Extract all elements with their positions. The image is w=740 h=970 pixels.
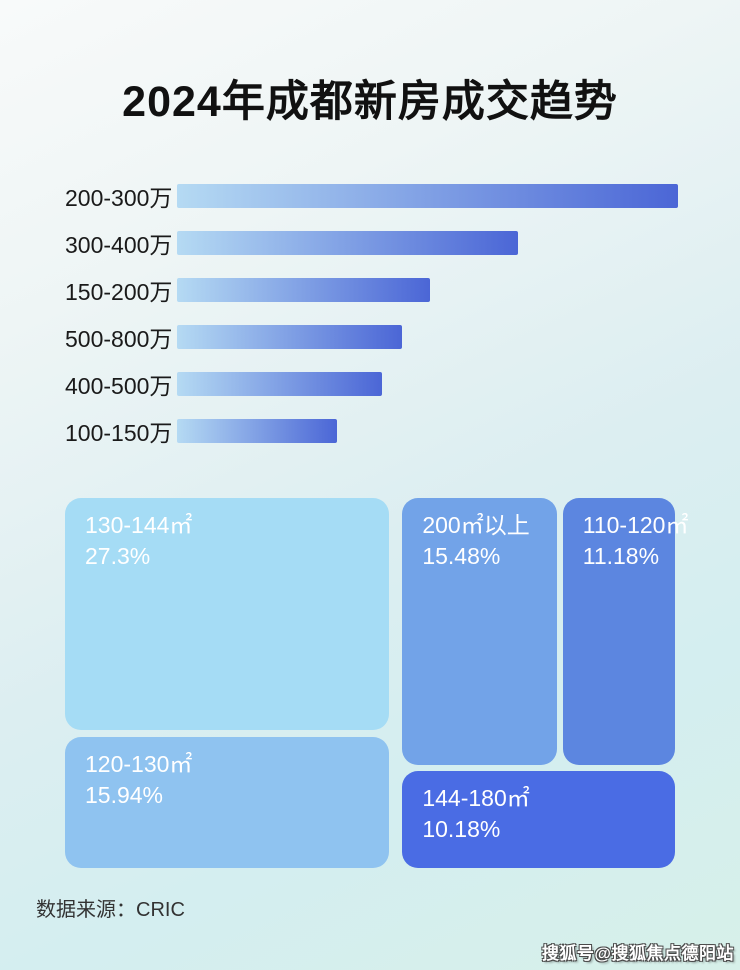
price-range-bar: [177, 231, 518, 255]
price-range-bar: [177, 419, 338, 443]
bar-track: [177, 231, 678, 255]
price-range-bar: [177, 325, 403, 349]
treemap-cell-144-180: 144-180㎡ 10.18%: [402, 771, 675, 868]
bar-row: 400-500万: [65, 372, 678, 399]
price-range-bar-chart: 200-300万 300-400万 150-200万 500-800万 400-…: [65, 184, 678, 466]
bar-row: 200-300万: [65, 184, 678, 211]
treemap-cell-value: 15.48%: [422, 543, 501, 570]
price-range-bar: [177, 372, 383, 396]
treemap-cell-label: 144-180㎡: [422, 785, 530, 812]
bar-track: [177, 419, 678, 443]
treemap-cell-label: 200㎡以上: [422, 512, 530, 538]
treemap-cell-value: 10.18%: [422, 816, 501, 843]
bar-row: 300-400万: [65, 231, 678, 258]
unit-size-treemap: 130-144㎡ 27.3% 120-130㎡ 15.94% 200㎡以上 15…: [65, 498, 689, 868]
price-range-bar: [177, 278, 430, 302]
bar-category-label: 300-400万: [65, 232, 173, 258]
treemap-cell-value: 15.94%: [85, 781, 164, 808]
bar-category-label: 150-200万: [65, 279, 173, 305]
watermark-text: 搜狐号@搜狐焦点德阳站: [541, 944, 734, 963]
bar-category-label: 400-500万: [65, 373, 173, 399]
treemap-cell-130-144: 130-144㎡ 27.3%: [65, 498, 389, 731]
bar-category-label: 200-300万: [65, 185, 173, 211]
bar-row: 150-200万: [65, 278, 678, 305]
treemap-cell-label: 130-144㎡: [85, 512, 193, 538]
price-range-bar: [177, 184, 678, 208]
bar-track: [177, 372, 678, 396]
bar-category-label: 100-150万: [65, 420, 173, 446]
treemap-cell-120-130: 120-130㎡ 15.94%: [65, 736, 389, 868]
bar-track: [177, 184, 678, 208]
bar-row: 500-800万: [65, 325, 678, 352]
treemap-cell-label: 120-130㎡: [85, 750, 193, 777]
bar-category-label: 500-800万: [65, 326, 173, 352]
treemap-cell-110-120: 110-120㎡ 11.18%: [562, 498, 689, 765]
treemap-cell-200-plus: 200㎡以上 15.48%: [402, 498, 557, 765]
bar-track: [177, 278, 678, 302]
treemap-cell-value: 27.3%: [85, 543, 151, 570]
bar-row: 100-150万: [65, 419, 678, 446]
bar-track: [177, 325, 678, 349]
data-source-note: 数据来源：CRIC: [36, 899, 185, 921]
treemap-cell-label: 110-120㎡: [582, 512, 689, 538]
page-title: 2024年成都新房成交趋势: [122, 77, 618, 126]
treemap-cell-value: 11.18%: [582, 543, 660, 570]
